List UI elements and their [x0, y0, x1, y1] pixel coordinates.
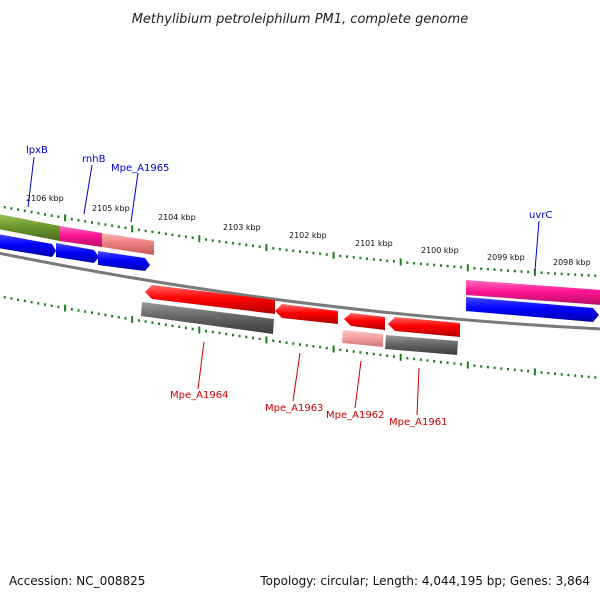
- label-rnhB[interactable]: rnhB: [82, 154, 106, 165]
- top-labels: lpxB rnhB Mpe_A1965 uvrC: [26, 145, 552, 221]
- reverse-features-row2: [141, 302, 458, 355]
- kbp-label-2101: 2101 kbp: [355, 239, 393, 248]
- kbp-label-2100: 2100 kbp: [421, 246, 459, 255]
- label-Mpe_A1964[interactable]: Mpe_A1964: [170, 390, 228, 401]
- gene-Mpe_A1964-arrow[interactable]: [145, 285, 275, 314]
- forward-features-row1: [0, 214, 600, 305]
- accession-text: Accession: NC_008825: [9, 574, 146, 588]
- gene-lpxB-bar[interactable]: [0, 214, 60, 241]
- map-title: Methylibium petroleiphilum PM1, complete…: [132, 12, 469, 27]
- gene-uvrC-bar[interactable]: [466, 280, 600, 305]
- gene-Mpe_A1961-arrow[interactable]: [388, 317, 460, 337]
- leader-rnhB: [83, 164, 93, 215]
- kbp-label-2103: 2103 kbp: [223, 223, 261, 232]
- leader-Mpe_A1965: [130, 172, 139, 223]
- leader-Mpe_A1964: [197, 341, 205, 390]
- kbp-label-2105: 2105 kbp: [92, 204, 130, 213]
- cds-arrow-1[interactable]: [0, 234, 56, 257]
- label-Mpe_A1961[interactable]: Mpe_A1961: [389, 417, 447, 428]
- genome-summary-text: Topology: circular; Length: 4,044,195 bp…: [260, 574, 590, 588]
- leader-Mpe_A1961: [416, 367, 420, 416]
- outer-tick-ring: [3, 206, 597, 277]
- label-Mpe_A1965[interactable]: Mpe_A1965: [111, 163, 169, 174]
- label-uvrC[interactable]: uvrC: [529, 210, 552, 221]
- gene-Mpe_A1965-bar[interactable]: [102, 233, 154, 255]
- top-label-leaders: [27, 156, 540, 271]
- kbp-label-2098: 2098 kbp: [553, 258, 591, 267]
- kbp-label-2106: 2106 kbp: [26, 194, 64, 203]
- gene-Mpe_A1962-bar[interactable]: [342, 330, 383, 347]
- kbp-label-group: 2106 kbp 2105 kbp 2104 kbp 2103 kbp 2102…: [26, 194, 591, 267]
- genome-backbone: [0, 251, 600, 331]
- reverse-features-row1: [145, 285, 460, 337]
- cds-arrow-uvrC[interactable]: [466, 297, 599, 322]
- bottom-labels: Mpe_A1964 Mpe_A1963 Mpe_A1962 Mpe_A1961: [170, 390, 447, 428]
- leader-Mpe_A1962: [354, 360, 362, 409]
- gene-Mpe_A1964-bar[interactable]: [141, 302, 274, 334]
- cds-arrow-3[interactable]: [98, 251, 150, 271]
- leader-Mpe_A1963: [292, 352, 301, 402]
- kbp-label-2104: 2104 kbp: [158, 213, 196, 222]
- label-lpxB[interactable]: lpxB: [26, 145, 48, 156]
- label-Mpe_A1963[interactable]: Mpe_A1963: [265, 403, 323, 414]
- gene-Mpe_A1961-bar[interactable]: [385, 335, 458, 355]
- kbp-label-2099: 2099 kbp: [487, 253, 525, 262]
- gene-rnhB-bar[interactable]: [60, 226, 102, 247]
- gene-Mpe_A1963-arrow[interactable]: [275, 304, 338, 324]
- inner-tick-ring: [3, 296, 597, 379]
- forward-features-row2: [0, 234, 599, 322]
- label-Mpe_A1962[interactable]: Mpe_A1962: [326, 410, 384, 421]
- leader-lpxB: [27, 156, 35, 208]
- bottom-label-leaders: [197, 341, 420, 416]
- leader-uvrC: [534, 220, 540, 271]
- gene-Mpe_A1962-arrow[interactable]: [344, 313, 385, 330]
- cds-arrow-2[interactable]: [56, 243, 99, 263]
- kbp-label-2102: 2102 kbp: [289, 231, 327, 240]
